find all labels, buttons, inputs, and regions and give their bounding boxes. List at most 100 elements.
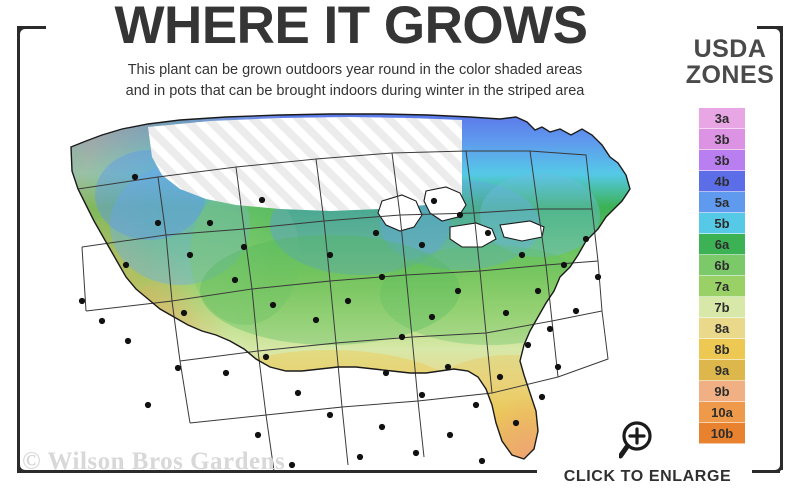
click-to-enlarge-label[interactable]: CLICK TO ENLARGE	[545, 468, 750, 486]
legend-chip-10b-15[interactable]: 10b	[699, 423, 745, 444]
legend-chip-label: 3a	[714, 110, 730, 126]
city-dot	[144, 401, 152, 409]
city-dot	[524, 341, 532, 349]
legend-chip-4b-3[interactable]: 4b	[699, 171, 745, 192]
city-dot	[124, 337, 132, 345]
legend-heading: USDA ZONES	[668, 36, 792, 88]
city-dot	[78, 297, 86, 305]
great-lakes	[377, 186, 545, 248]
city-dot	[222, 369, 230, 377]
city-dot	[446, 431, 454, 439]
legend-chip-5b-5[interactable]: 5b	[699, 213, 745, 234]
city-dot	[444, 363, 452, 371]
watermark: © Wilson Bros Gardens	[22, 448, 286, 475]
city-dot	[454, 287, 462, 295]
legend-chip-label: 6b	[714, 257, 730, 273]
city-dot	[378, 273, 386, 281]
legend-chip-6a-6[interactable]: 6a	[699, 234, 745, 255]
map-graphic	[70, 113, 631, 470]
legend-chip-3b-2[interactable]: 3b	[699, 150, 745, 171]
legend-heading-line-1: USDA	[693, 35, 767, 63]
page-title: WHERE IT GROWS	[46, 0, 656, 56]
subtitle-line-1: This plant can be grown outdoors year ro…	[127, 62, 583, 78]
legend-chip-7b-9[interactable]: 7b	[699, 297, 745, 318]
city-dot	[356, 453, 364, 461]
city-dot	[154, 219, 162, 227]
city-dot	[231, 276, 239, 284]
city-dot	[398, 333, 406, 341]
legend-chip-8b-11[interactable]: 8b	[699, 339, 745, 360]
legend-chip-label: 5b	[714, 215, 730, 231]
state-boundaries	[77, 150, 609, 470]
legend-heading-line-2: ZONES	[685, 61, 775, 89]
city-dot	[382, 369, 390, 377]
subtitle-line-2: and in pots that can be brought indoors …	[125, 83, 585, 99]
legend-chip-7a-8[interactable]: 7a	[699, 276, 745, 297]
magnifier-plus-icon[interactable]	[618, 419, 663, 463]
city-dot	[484, 229, 492, 237]
legend-zone-list: 3a 3b 3b 4b 5a 5b 6a 6b 7a 7b 8a 8b 9a 9b 10a 10b	[699, 108, 745, 444]
hardiness-zone-map[interactable]	[30, 105, 660, 470]
frame-border-right	[780, 26, 783, 470]
legend-chip-label: 7a	[714, 278, 730, 294]
city-dot	[288, 461, 296, 469]
legend-chip-label: 7b	[714, 299, 730, 315]
city-dot	[518, 251, 526, 259]
frame-corner-bottom-right	[770, 460, 783, 473]
legend-chip-label: 9a	[714, 362, 730, 378]
frame-border-top-right	[757, 26, 780, 29]
legend-chip-label: 8b	[714, 341, 730, 357]
city-dot	[254, 431, 262, 439]
city-dot	[496, 373, 504, 381]
city-dot	[378, 423, 386, 431]
legend-chip-label: 6a	[714, 236, 730, 252]
city-dot	[131, 173, 139, 181]
city-dot	[258, 196, 266, 204]
legend-chip-6b-7[interactable]: 6b	[699, 255, 745, 276]
legend-chip-3b-1[interactable]: 3b	[699, 129, 745, 150]
legend-chip-label: 4b	[714, 173, 730, 189]
city-dot	[502, 309, 510, 317]
legend-chip-label: 10b	[710, 425, 734, 441]
city-dot	[560, 261, 568, 269]
frame-corner-top-left	[17, 26, 30, 39]
legend-chip-8a-10[interactable]: 8a	[699, 318, 745, 339]
legend-chip-3a-0[interactable]: 3a	[699, 108, 745, 129]
subtitle: This plant can be grown outdoors year ro…	[40, 60, 670, 102]
frame-border-bottom-right	[752, 470, 780, 473]
legend-chip-9b-13[interactable]: 9b	[699, 381, 745, 402]
city-dot	[472, 401, 480, 409]
city-dot	[430, 197, 438, 205]
country-outline	[70, 113, 631, 460]
city-dot	[206, 219, 214, 227]
city-dot	[412, 449, 420, 457]
city-dot	[534, 287, 542, 295]
city-dot	[372, 229, 380, 237]
city-dot	[262, 353, 270, 361]
city-dot	[456, 211, 464, 219]
city-dot	[478, 457, 486, 465]
city-dot	[180, 309, 188, 317]
city-dot	[538, 393, 546, 401]
city-dot	[418, 241, 426, 249]
city-dot	[554, 363, 562, 371]
legend-chip-label: 3b	[714, 131, 730, 147]
city-dot-group	[78, 173, 602, 469]
legend-chip-label: 8a	[714, 320, 730, 336]
city-dot	[428, 313, 436, 321]
frame-border-left	[17, 26, 20, 470]
legend-chip-label: 5a	[714, 194, 730, 210]
frame-border-bottom-left	[17, 470, 537, 473]
legend-chip-10a-14[interactable]: 10a	[699, 402, 745, 423]
city-dot	[512, 419, 520, 427]
legend-chip-9a-12[interactable]: 9a	[699, 360, 745, 381]
legend-chip-5a-4[interactable]: 5a	[699, 192, 745, 213]
legend-chip-label: 10a	[711, 404, 733, 420]
legend-chip-label: 9b	[714, 383, 730, 399]
city-dot	[326, 251, 334, 259]
city-dot	[312, 316, 320, 324]
city-dot	[572, 307, 580, 315]
city-dot	[294, 389, 302, 397]
city-dot	[240, 243, 248, 251]
